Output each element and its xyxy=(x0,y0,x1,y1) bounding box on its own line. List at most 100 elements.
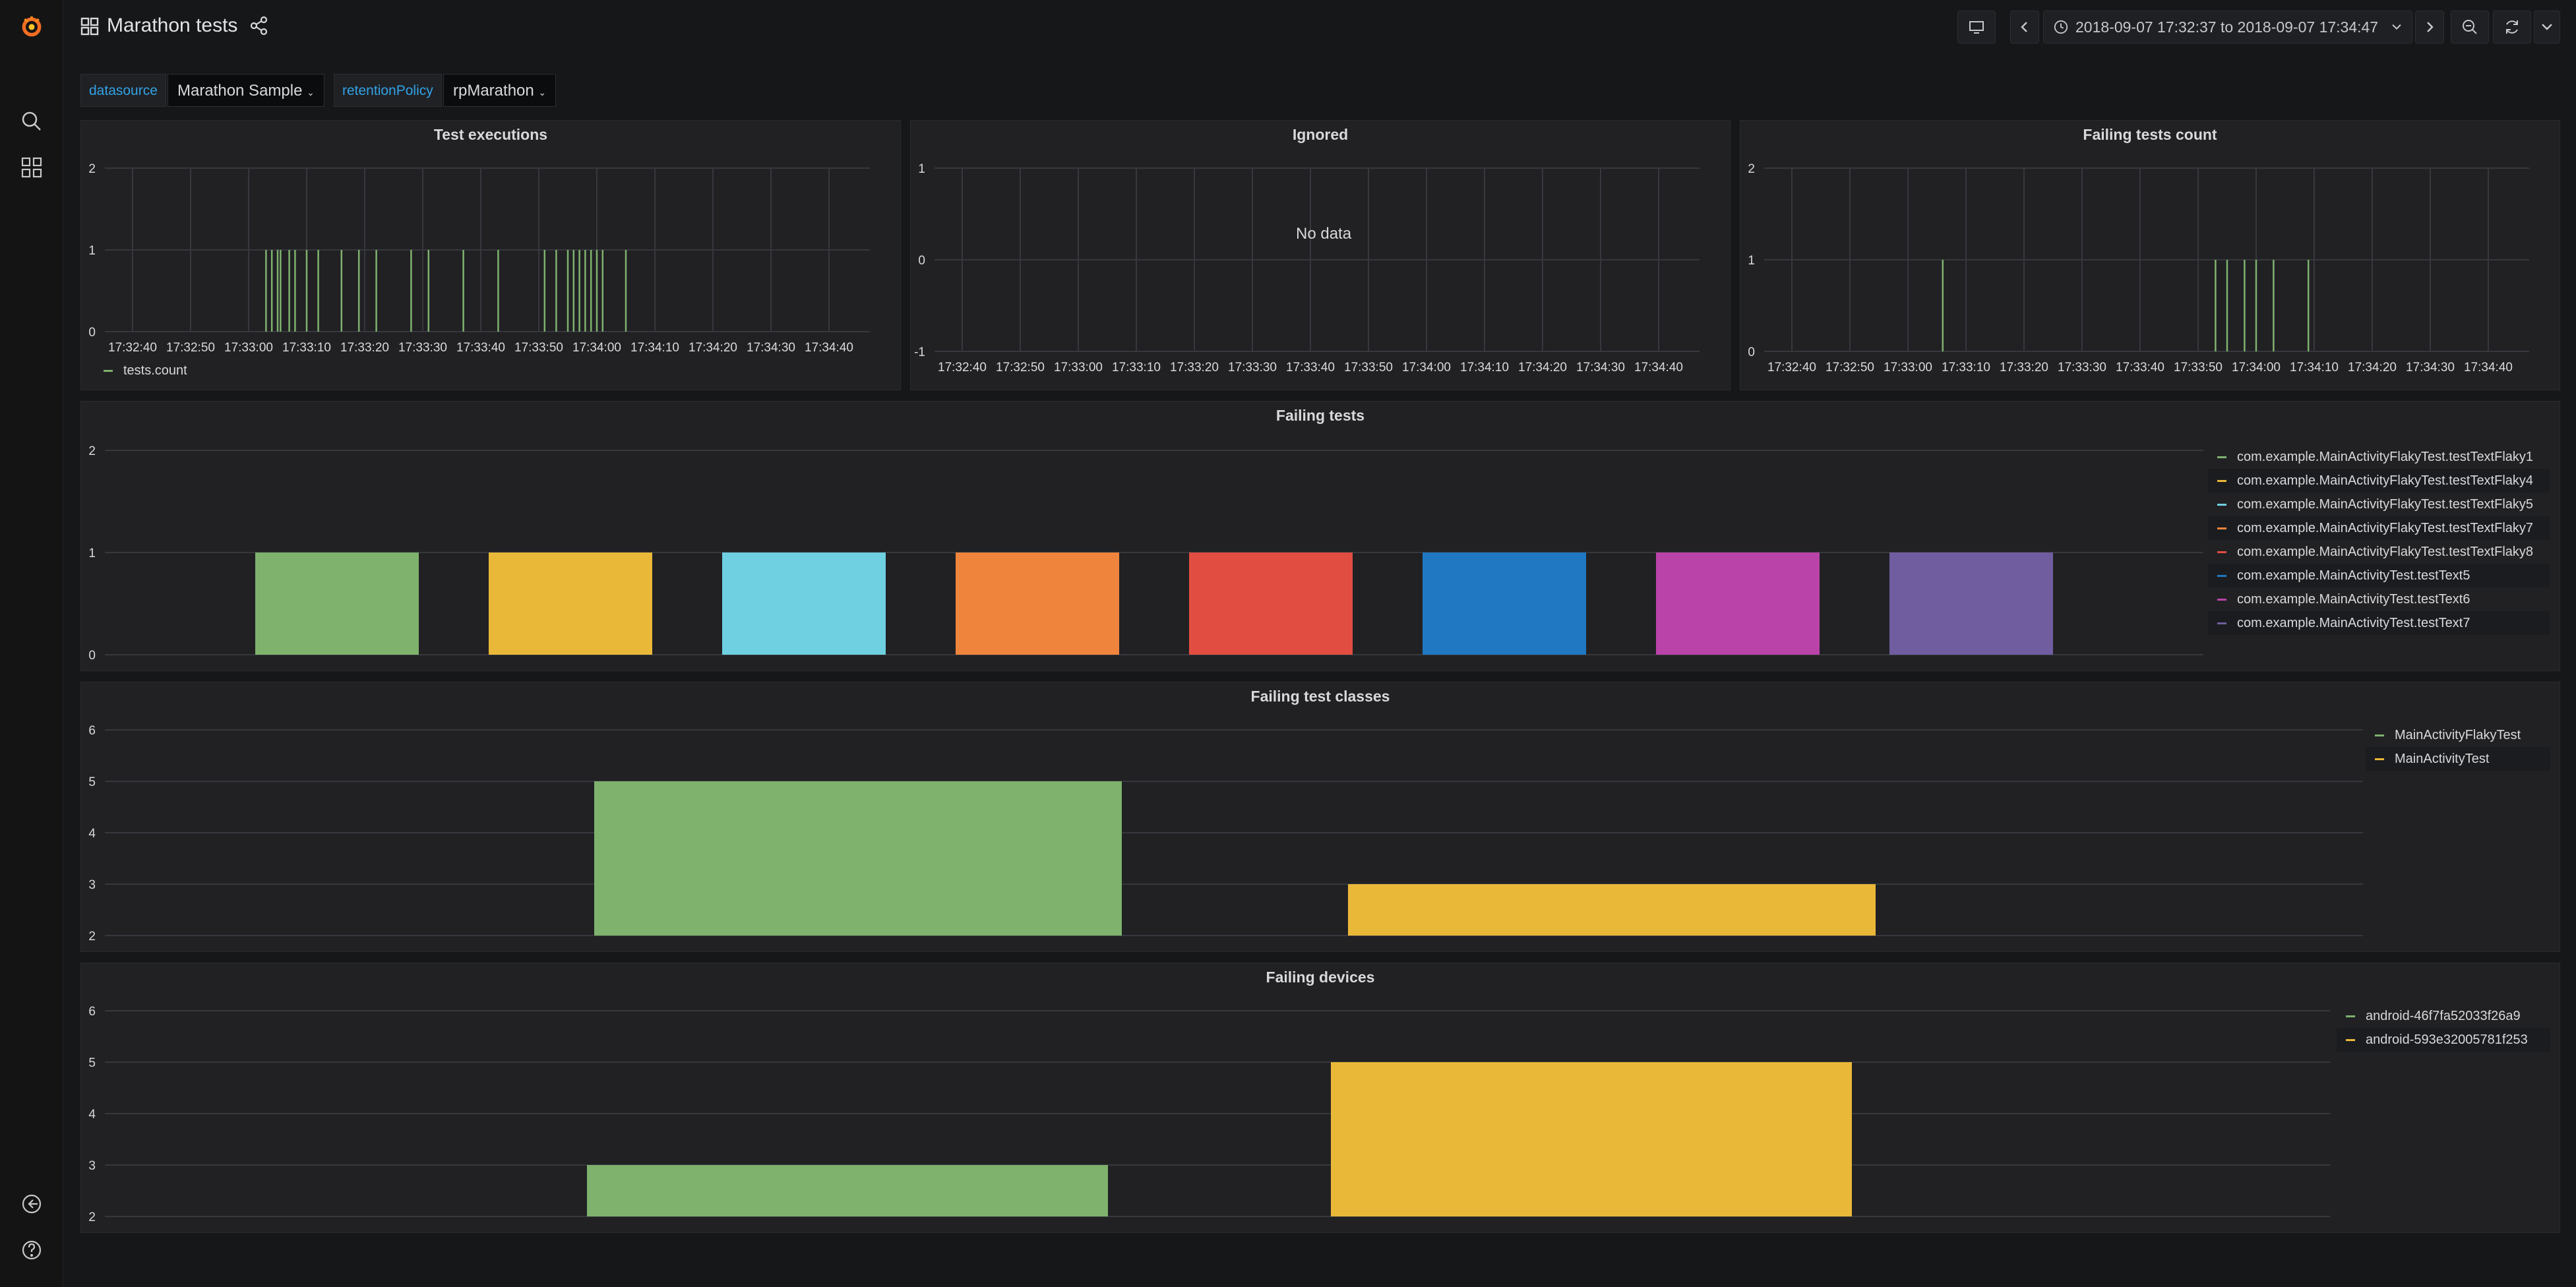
panel-title[interactable]: Ignored xyxy=(1292,126,1349,143)
legend-item[interactable]: tests.count xyxy=(104,363,187,378)
legend-swatch xyxy=(2375,734,2384,736)
y-tick-label: 0 xyxy=(918,254,925,268)
x-tick-label: 17:33:30 xyxy=(2058,361,2106,374)
x-tick-label: 17:33:30 xyxy=(1228,361,1277,374)
x-tick-label: 17:33:50 xyxy=(514,341,563,355)
y-tick-label: 2 xyxy=(88,444,96,458)
y-tick-label: 6 xyxy=(88,724,96,738)
x-tick-label: 17:32:40 xyxy=(1767,361,1816,374)
time-back-button[interactable] xyxy=(2010,11,2039,44)
panel-title[interactable]: Failing tests xyxy=(1275,407,1365,424)
no-data-message: No data xyxy=(1296,225,1352,243)
legend-item[interactable]: MainActivityTest xyxy=(2366,747,2550,771)
panel-title[interactable]: Failing tests count xyxy=(2083,126,2217,143)
legend-swatch xyxy=(2217,622,2226,624)
x-tick-label: 17:34:30 xyxy=(1576,361,1625,374)
legend-item[interactable]: com.example.MainActivityTest.testText6 xyxy=(2208,587,2550,611)
refresh-interval-dropdown[interactable] xyxy=(2534,11,2560,44)
ignored-chart: -1 0 1 17:32:40 17:32:50 17:33:00 17:33:10 17:3… xyxy=(914,162,1700,374)
x-tick-label: 17:34:40 xyxy=(1634,361,1683,374)
legend-item[interactable]: com.example.MainActivityFlakyTest.testTe… xyxy=(2208,540,2550,564)
retention-policy-variable-select[interactable]: rpMarathon ⌄ xyxy=(443,74,557,107)
panel-title[interactable]: Failing test classes xyxy=(1250,688,1390,705)
panel-failing-tests[interactable]: Failing tests 0 1 2 com.example.MainActivi… xyxy=(80,401,2560,671)
test-executions-chart: 0 1 2 17:32:40 17:32:50 17:33:00 17:33:10 17:33… xyxy=(88,162,870,355)
legend-label: android-593e32005781f253 xyxy=(2366,1032,2528,1047)
data-bar xyxy=(489,553,652,655)
x-tick-label: 17:33:10 xyxy=(1112,361,1161,374)
x-tick-label: 17:34:20 xyxy=(1518,361,1567,374)
panel-failing-test-classes[interactable]: Failing test classes 2 3 4 5 6 MainActivityF… xyxy=(80,682,2560,952)
legend-label: com.example.MainActivityTest.testText5 xyxy=(2237,568,2470,583)
x-tick-label: 17:34:10 xyxy=(2290,361,2339,374)
search-icon[interactable] xyxy=(18,108,45,135)
x-tick-label: 17:34:30 xyxy=(747,341,795,355)
legend-item[interactable]: MainActivityFlakyTest xyxy=(2366,723,2550,747)
y-tick-label: 1 xyxy=(918,162,925,176)
legend-item[interactable]: android-593e32005781f253 xyxy=(2337,1028,2550,1052)
legend-label: android-46f7fa52033f26a9 xyxy=(2366,1008,2521,1023)
x-tick-label: 17:34:40 xyxy=(2464,361,2513,374)
panel-failing-devices[interactable]: Failing devices 2 3 4 5 6 android-46f7fa5203… xyxy=(80,963,2560,1233)
x-tick-label: 17:33:20 xyxy=(340,341,389,355)
y-tick-label: 2 xyxy=(88,162,96,176)
sign-in-icon[interactable] xyxy=(18,1191,45,1217)
zoom-out-button[interactable] xyxy=(2451,11,2489,44)
time-range-picker[interactable]: 2018-09-07 17:32:37 to 2018-09-07 17:34:… xyxy=(2043,11,2412,44)
data-bar xyxy=(722,553,886,655)
x-tick-label: 17:33:30 xyxy=(398,341,447,355)
x-tick-label: 17:33:20 xyxy=(1170,361,1219,374)
panel-title[interactable]: Test executions xyxy=(433,126,548,143)
help-icon[interactable] xyxy=(18,1237,45,1263)
panel-title[interactable]: Failing devices xyxy=(1266,969,1375,986)
x-tick-label: 17:33:50 xyxy=(1344,361,1393,374)
y-tick-label: 2 xyxy=(88,1211,96,1224)
data-bar xyxy=(1331,1062,1852,1216)
legend-item[interactable]: com.example.MainActivityFlakyTest.testTe… xyxy=(2208,469,2550,493)
data-bar xyxy=(587,1165,1108,1216)
y-tick-label: 1 xyxy=(1748,254,1755,268)
data-bar xyxy=(1889,553,2053,655)
data-bar xyxy=(956,553,1119,655)
legend-item[interactable]: com.example.MainActivityTest.testText5 xyxy=(2208,564,2550,587)
x-tick-label: 17:34:00 xyxy=(1402,361,1451,374)
x-tick-label: 17:33:00 xyxy=(224,341,273,355)
zoom-out-icon xyxy=(2463,20,2477,34)
y-tick-label: 3 xyxy=(88,1159,96,1173)
x-tick-label: 17:34:20 xyxy=(689,341,737,355)
datasource-variable-select[interactable]: Marathon Sample ⌄ xyxy=(168,74,324,107)
time-forward-button[interactable] xyxy=(2415,11,2444,44)
legend-label: com.example.MainActivityFlakyTest.testTe… xyxy=(2237,544,2534,559)
x-tick-label: 17:32:40 xyxy=(938,361,987,374)
dashboard-grid-icon xyxy=(80,17,99,36)
retention-policy-variable-label: retentionPolicy xyxy=(334,74,442,107)
legend-swatch xyxy=(2217,479,2226,482)
panel-failing-tests-count[interactable]: Failing tests count 0 1 2 17:32:40 17:32:50 1… xyxy=(1740,120,2560,390)
data-bar xyxy=(1348,884,1876,936)
share-icon[interactable] xyxy=(249,16,269,36)
x-tick-label: 17:34:20 xyxy=(2348,361,2397,374)
dashboards-icon[interactable] xyxy=(18,154,45,181)
tv-mode-button[interactable] xyxy=(1957,11,1996,44)
panel-ignored[interactable]: Ignored -1 0 1 17:32:40 17:32:50 17:33:00 17:3… xyxy=(910,120,1731,390)
legend-item[interactable]: com.example.MainActivityFlakyTest.testTe… xyxy=(2208,493,2550,516)
legend-item[interactable]: com.example.MainActivityFlakyTest.testTe… xyxy=(2208,445,2550,469)
legend-item[interactable]: com.example.MainActivityTest.testText7 xyxy=(2208,611,2550,635)
y-tick-label: 4 xyxy=(88,827,96,841)
chevron-down-icon xyxy=(2392,24,2401,30)
x-tick-label: 17:32:50 xyxy=(166,341,215,355)
grafana-logo-icon[interactable] xyxy=(18,13,45,40)
refresh-button[interactable] xyxy=(2493,11,2531,44)
legend-item[interactable]: android-46f7fa52033f26a9 xyxy=(2337,1004,2550,1028)
failing-tests-chart: 0 1 2 xyxy=(88,444,2203,663)
data-bar xyxy=(1656,553,1820,655)
panel-test-executions[interactable]: Test executions 0 1 2 17:32:40 17:32:50 17:33… xyxy=(80,120,901,390)
x-tick-label: 17:34:00 xyxy=(2232,361,2281,374)
data-bar xyxy=(1189,553,1353,655)
legend-label: tests.count xyxy=(123,363,187,378)
legend-swatch xyxy=(2346,1038,2355,1041)
dashboard-title[interactable]: Marathon tests xyxy=(107,15,238,36)
x-tick-label: 17:34:00 xyxy=(572,341,621,355)
legend-item[interactable]: com.example.MainActivityFlakyTest.testTe… xyxy=(2208,516,2550,540)
legend-swatch xyxy=(2346,1015,2355,1017)
